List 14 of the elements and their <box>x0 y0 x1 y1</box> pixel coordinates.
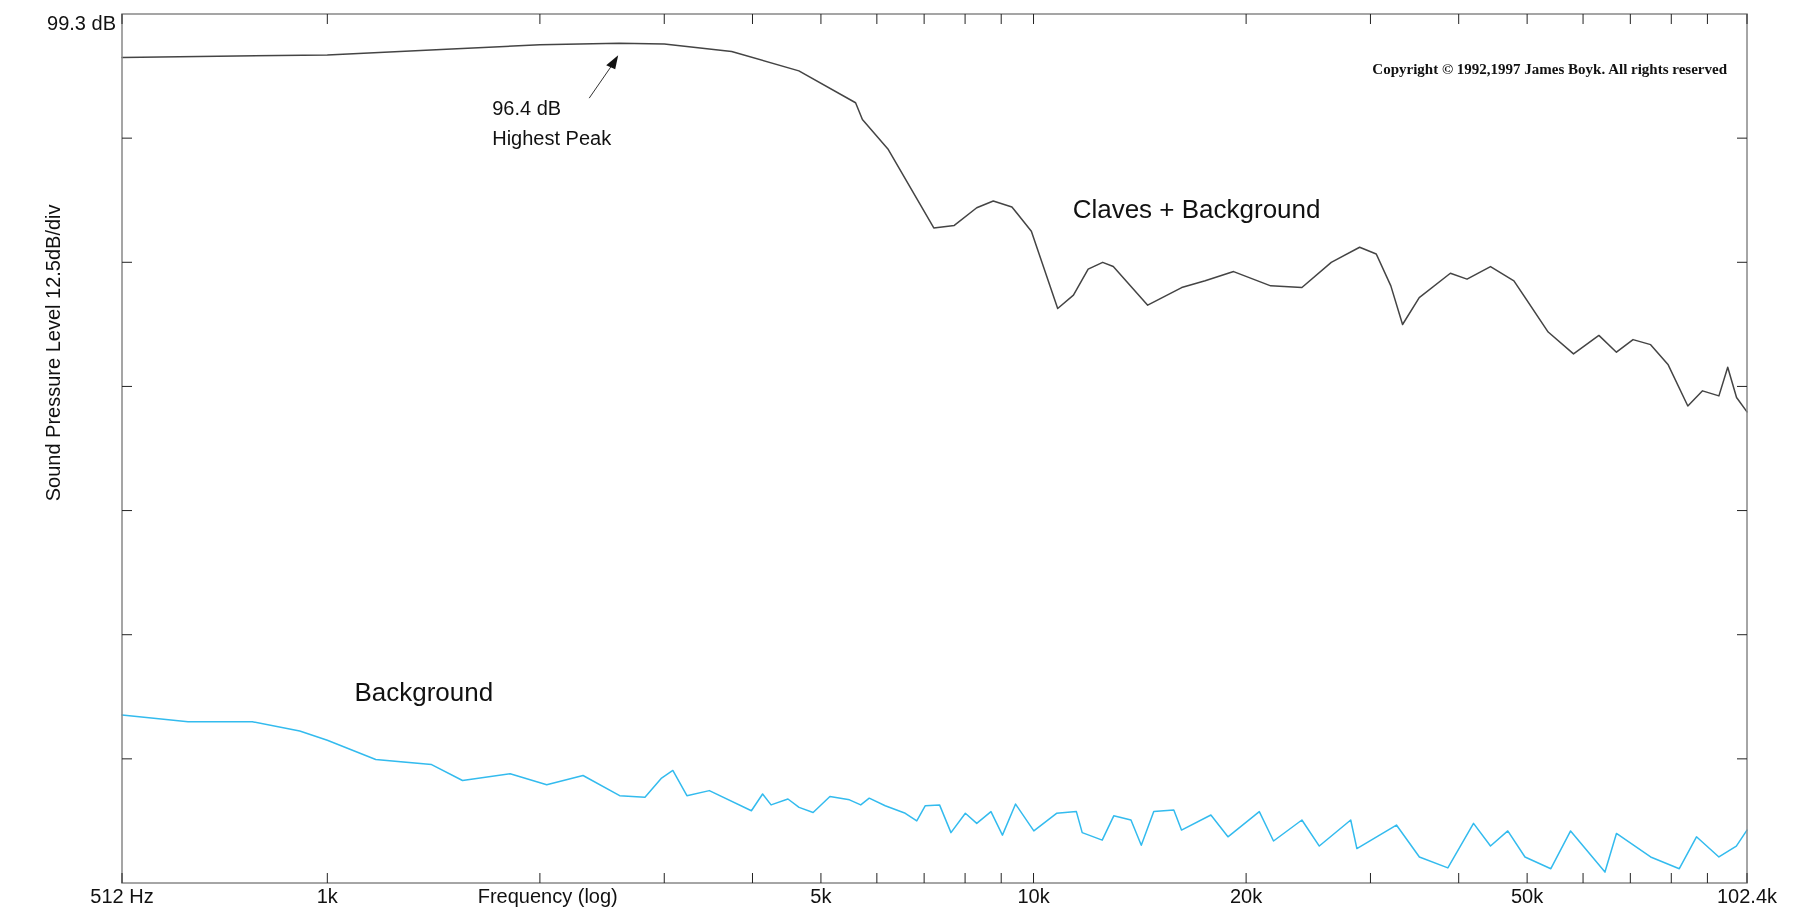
x-tick-label: 5k <box>810 885 833 907</box>
annotation: Copyright © 1992,1997 James Boyk. All rights reserved <box>1372 61 1728 77</box>
x-tick-label: 512 Hz <box>90 885 154 907</box>
x-tick-label: 50k <box>1511 885 1545 907</box>
series-label: Background <box>354 676 494 707</box>
text: 99.3 dB <box>47 12 116 34</box>
x-axis-title: Frequency (log) <box>477 885 618 907</box>
series-label: Claves + Background <box>1072 194 1321 225</box>
x-tick-label: 102.4k <box>1716 885 1779 907</box>
x-tick-label: 20k <box>1229 885 1264 907</box>
x-tick-label: 1k <box>316 885 339 907</box>
x-tick-label: 10k <box>1017 885 1051 907</box>
y-axis-title: Sound Pressure Level 12.5dB/div <box>42 204 64 502</box>
annotation: 96.4 dB Highest Peak <box>492 97 613 150</box>
